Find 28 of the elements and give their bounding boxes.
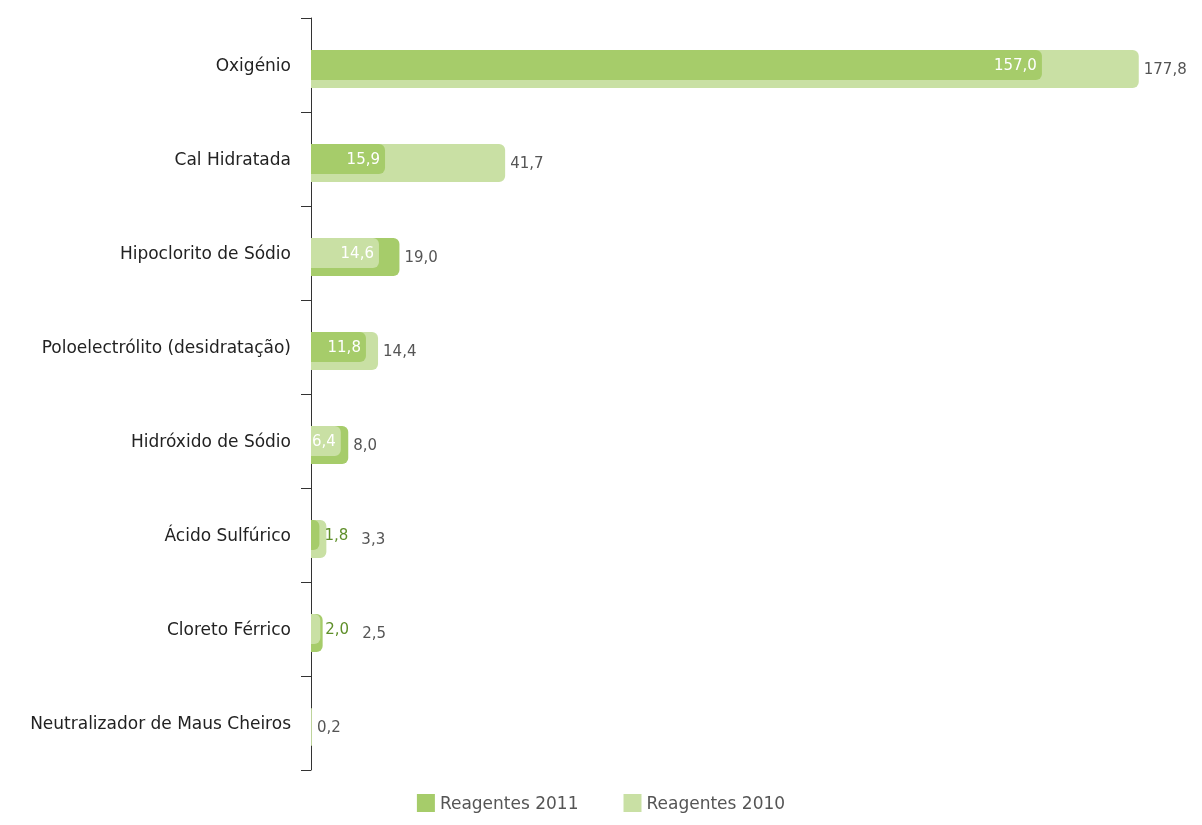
bar bbox=[311, 332, 366, 362]
data-label: 11,8 bbox=[327, 338, 361, 356]
data-label: 19,0 bbox=[404, 248, 438, 266]
y-tick-label: Neutralizador de Maus Cheiros bbox=[30, 713, 292, 733]
y-tick-label: Cal Hidratada bbox=[174, 149, 291, 169]
y-tick-label: Cloreto Férrico bbox=[167, 619, 291, 639]
data-label: 2,5 bbox=[362, 624, 387, 642]
data-label: 14,4 bbox=[383, 342, 417, 360]
data-label: 41,7 bbox=[510, 154, 544, 172]
y-tick-label: Oxigénio bbox=[215, 55, 291, 75]
data-label: 15,9 bbox=[346, 150, 381, 168]
y-tick-label: Hidróxido de Sódio bbox=[131, 431, 291, 451]
y-tick-label: Ácido Sulfúrico bbox=[164, 524, 291, 545]
data-label: 177,8 bbox=[1143, 60, 1187, 78]
data-label: 0,2 bbox=[316, 718, 341, 736]
legend-label: Reagentes 2010 bbox=[646, 793, 786, 813]
data-label: 2,0 bbox=[325, 620, 350, 638]
data-label: 6,4 bbox=[311, 432, 336, 450]
data-label: 3,3 bbox=[361, 530, 386, 548]
y-tick-label: Hipoclorito de Sódio bbox=[119, 243, 291, 263]
data-label: 8,0 bbox=[353, 436, 378, 454]
data-label: 157,0 bbox=[993, 56, 1037, 74]
data-label: 14,6 bbox=[340, 244, 374, 262]
bar bbox=[311, 50, 1042, 80]
data-label: 1,8 bbox=[324, 526, 349, 544]
legend-label: Reagentes 2011 bbox=[439, 793, 579, 813]
y-tick-label: Poloelectrólito (desidratação) bbox=[41, 337, 291, 357]
bar bbox=[311, 144, 386, 174]
